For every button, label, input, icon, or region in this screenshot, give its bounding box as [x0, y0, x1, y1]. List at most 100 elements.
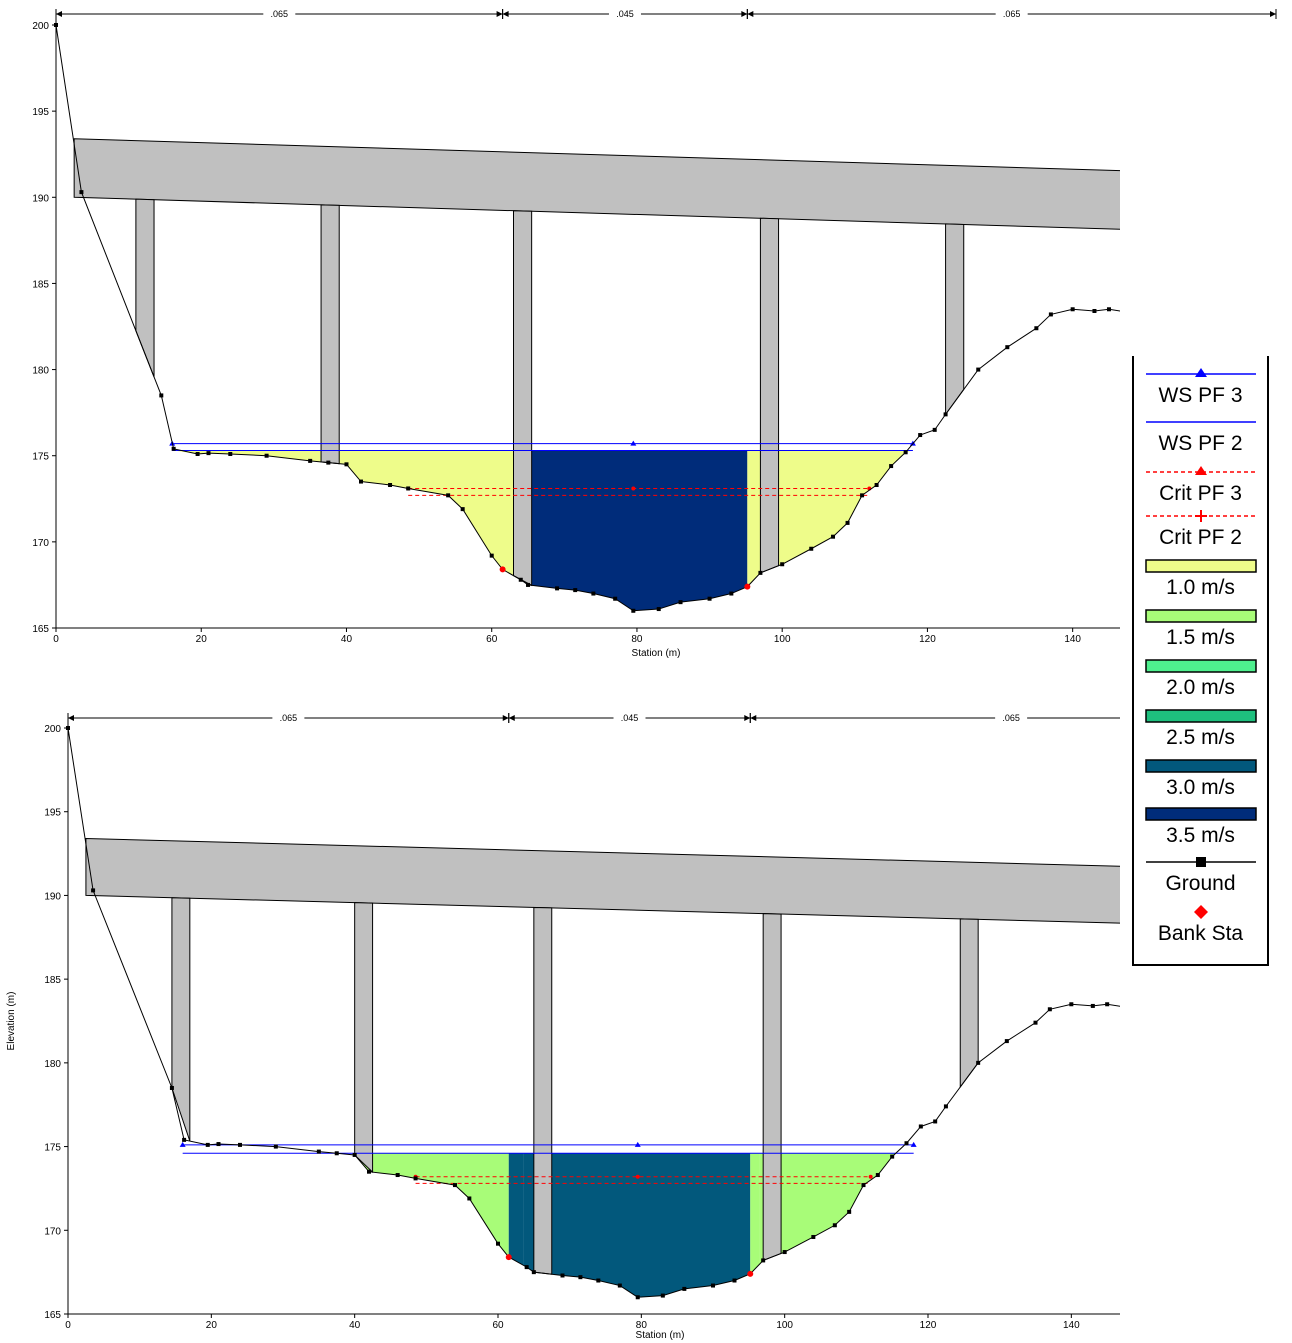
x-tick-label: 0	[65, 1320, 71, 1331]
ground-point	[933, 1119, 938, 1124]
bridge-pier	[762, 913, 782, 1262]
x-tick-label: 120	[920, 1320, 937, 1331]
ground-point	[344, 462, 349, 467]
x-axis-label: Station (m)	[632, 648, 681, 659]
ground-point	[555, 586, 560, 591]
ground-point	[976, 1060, 981, 1065]
ground-point	[932, 427, 937, 432]
x-tick-label: 100	[776, 1320, 793, 1331]
legend-symbol	[1134, 556, 1267, 576]
bridge-pier	[959, 918, 979, 1089]
ground-point	[780, 562, 785, 567]
manning-n-arrow	[747, 11, 754, 17]
y-axis-label: Elevation (m)	[6, 992, 17, 1051]
ground-point	[832, 1223, 837, 1228]
legend-glyph	[1194, 905, 1208, 919]
ground-point	[1201, 318, 1205, 322]
ground-point	[395, 1173, 400, 1178]
y-tick-label: 185	[44, 975, 61, 986]
x-tick-label: 80	[636, 1320, 648, 1331]
manning-n-label-bg	[995, 712, 1028, 724]
ground-point	[1127, 1006, 1131, 1010]
bridge-pier	[945, 223, 965, 416]
bridge-pier	[513, 210, 533, 587]
ground-point	[79, 190, 84, 195]
y-tick-label: 190	[32, 193, 49, 204]
ground-point	[1090, 1003, 1095, 1008]
x-tick-label: 20	[206, 1320, 218, 1331]
manning-n-label-bg	[263, 8, 296, 20]
y-tick-label: 180	[32, 366, 49, 377]
ground-point	[367, 1169, 371, 1174]
ground-point	[1274, 304, 1278, 308]
y-tick-label: 175	[32, 452, 49, 463]
ground-point	[531, 1270, 536, 1275]
x-tick-label: 100	[774, 634, 791, 645]
y-tick-label: 165	[32, 624, 49, 635]
ground-point	[334, 1151, 339, 1156]
legend-label: WS PF 3	[1158, 384, 1243, 407]
crit-pf3-marker	[635, 1174, 640, 1179]
ground-point	[195, 451, 200, 456]
ground-point	[678, 600, 683, 605]
ground-point	[1155, 1009, 1159, 1013]
ground-point	[352, 1152, 357, 1157]
ground-point	[578, 1275, 583, 1280]
x-tick-label: 60	[492, 1320, 504, 1331]
bank-station-marker	[747, 1270, 754, 1277]
ground-point	[660, 1293, 665, 1298]
chart-2: 165 170 175 180 185 190 195 200 0 20 40 60 80 100 120 1…	[6, 712, 1267, 1341]
x-tick-label: 60	[486, 634, 498, 645]
legend-symbol	[1134, 412, 1267, 432]
ground-point	[460, 507, 465, 512]
ground-point	[489, 553, 494, 558]
x-tick-label: 20	[196, 634, 208, 645]
manning-n-arrow	[744, 715, 751, 721]
legend-symbol	[1134, 902, 1267, 922]
ground-point	[631, 608, 636, 613]
ground-point	[1129, 311, 1133, 315]
legend-symbol	[1134, 364, 1267, 384]
legend-label: 1.5 m/s	[1166, 626, 1235, 649]
ground-point	[635, 1295, 640, 1300]
manning-n-label: .065	[271, 9, 289, 19]
manning-n-arrow	[56, 11, 62, 17]
y-tick-label: 200	[32, 21, 49, 32]
y-tick-label: 170	[32, 538, 49, 549]
ground-point	[613, 596, 618, 601]
ground-point	[1263, 1011, 1267, 1015]
ground-point	[1004, 1039, 1009, 1044]
legend-label: Crit PF 2	[1159, 526, 1242, 549]
ground-point	[413, 1176, 418, 1181]
ground-point	[171, 446, 176, 451]
ground-point	[729, 591, 734, 596]
ground-point	[467, 1196, 472, 1201]
ground-point	[526, 582, 531, 587]
legend-glyph	[1145, 659, 1257, 673]
crit-pf3-marker	[868, 1174, 873, 1179]
bridge-pier	[533, 906, 553, 1275]
legend-glyph	[1145, 609, 1257, 623]
manning-n-arrow	[750, 715, 757, 721]
manning-n-arrow	[508, 715, 515, 721]
x-tick-label: 40	[341, 634, 353, 645]
ground-point	[1069, 1002, 1074, 1007]
velocity-zone	[354, 1153, 509, 1258]
ground-point	[809, 546, 814, 551]
ground-point	[326, 460, 331, 465]
manning-n-label-bg	[613, 712, 646, 724]
velocity-zone	[759, 1153, 896, 1265]
ground-point	[388, 483, 393, 488]
y-tick-label: 195	[32, 107, 49, 118]
ground-point	[1092, 308, 1097, 313]
velocity-zone	[523, 1153, 751, 1298]
ground-point	[1227, 1007, 1231, 1011]
ground-point	[761, 1258, 766, 1263]
legend-symbol	[1134, 656, 1267, 676]
y-tick-label: 170	[44, 1226, 61, 1237]
ground-point	[228, 451, 233, 456]
manning-n-label-bg	[272, 712, 305, 724]
bridge-deck	[85, 837, 1120, 924]
bridge-pier	[135, 198, 155, 378]
